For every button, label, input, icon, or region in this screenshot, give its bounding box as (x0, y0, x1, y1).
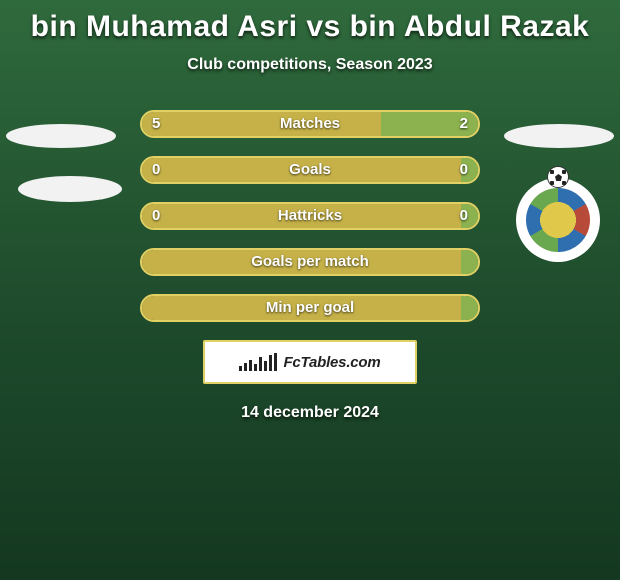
stat-bar: Hattricks00 (140, 202, 480, 230)
stat-bar-right-seg (461, 296, 478, 320)
stat-bar-left-seg (142, 158, 461, 182)
brand-box[interactable]: FcTables.com (203, 340, 417, 384)
stat-value-left: 0 (152, 204, 160, 228)
club-left-badge (18, 176, 122, 202)
club-right-crest (516, 178, 600, 262)
stat-bar: Min per goal (140, 294, 480, 322)
stat-bar: Goals00 (140, 156, 480, 184)
brand-label: FcTables.com (283, 354, 380, 371)
comparison-card: bin Muhamad Asri vs bin Abdul Razak Club… (0, 0, 620, 580)
soccer-ball-icon (547, 166, 569, 188)
stat-bar-left-seg (142, 204, 461, 228)
stat-bar-left-seg (142, 296, 461, 320)
player-left-avatar (6, 124, 116, 148)
stat-row: Min per goal (0, 294, 620, 322)
brand-bars-icon (239, 353, 277, 371)
stat-bar: Goals per match (140, 248, 480, 276)
page-title: bin Muhamad Asri vs bin Abdul Razak (0, 6, 620, 46)
stat-bar-right-seg (461, 250, 478, 274)
stat-bar-left-seg (142, 112, 381, 136)
date-label: 14 december 2024 (0, 404, 620, 422)
stat-value-right: 0 (460, 204, 468, 228)
subtitle: Club competitions, Season 2023 (0, 56, 620, 74)
stat-row: Goals per match (0, 248, 620, 276)
stat-value-left: 0 (152, 158, 160, 182)
stat-bar-left-seg (142, 250, 461, 274)
stat-value-right: 2 (460, 112, 468, 136)
player-right-avatar (504, 124, 614, 148)
stat-value-left: 5 (152, 112, 160, 136)
crest-shield-icon (526, 188, 590, 252)
stat-value-right: 0 (460, 158, 468, 182)
stat-bar: Matches52 (140, 110, 480, 138)
